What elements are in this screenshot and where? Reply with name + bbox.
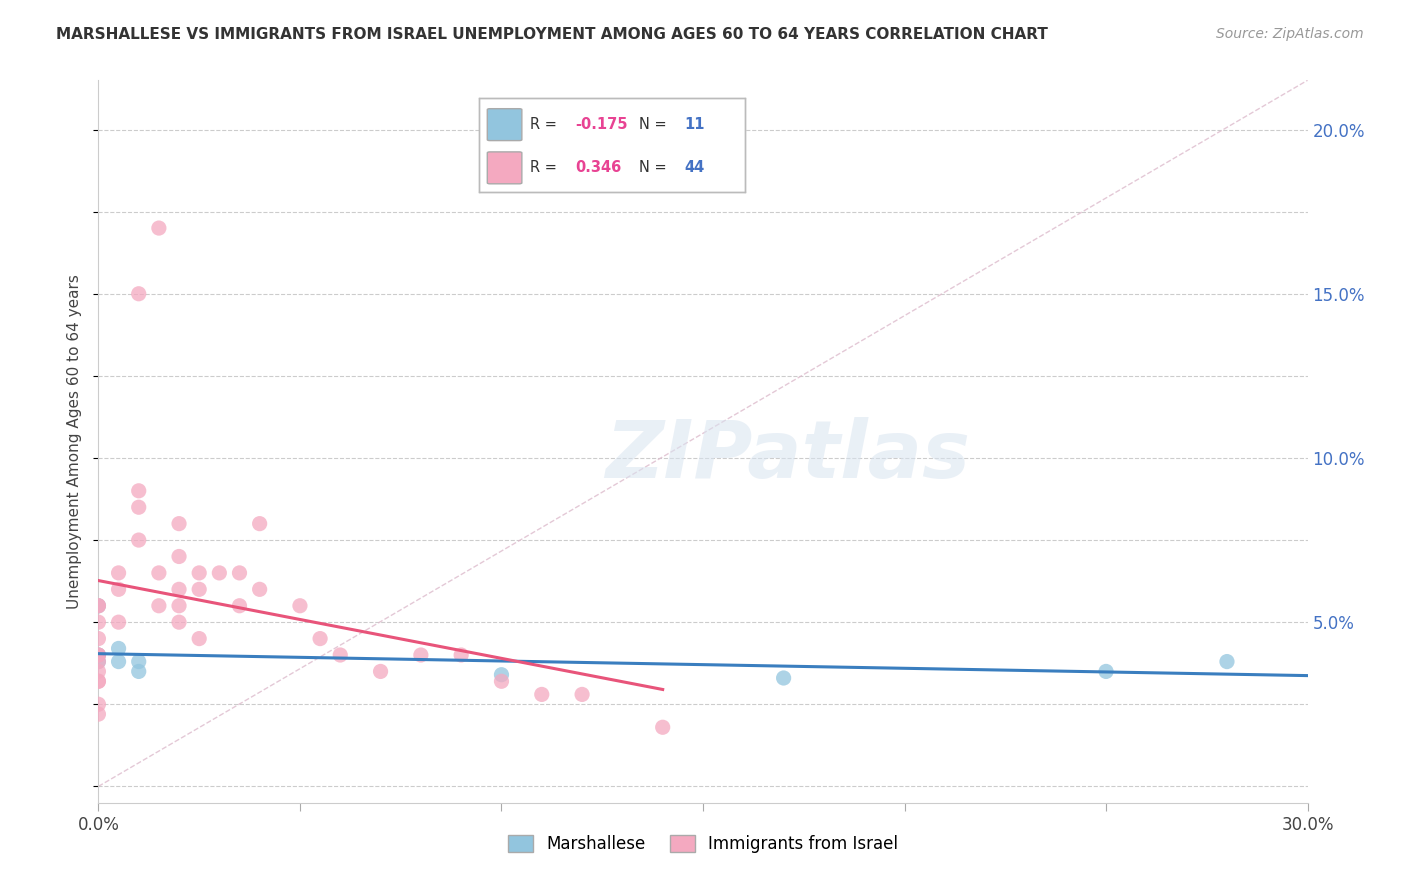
Point: [148, 599, 170, 613]
Point: [188, 632, 211, 646]
Point: [87, 698, 110, 712]
Point: [148, 566, 170, 580]
Point: [450, 648, 472, 662]
Point: [128, 286, 150, 301]
Point: [87, 599, 110, 613]
Point: [409, 648, 432, 662]
Point: [87, 648, 110, 662]
Point: [491, 667, 513, 681]
Text: Source: ZipAtlas.com: Source: ZipAtlas.com: [1216, 27, 1364, 41]
Point: [87, 655, 110, 669]
Point: [107, 655, 129, 669]
Point: [167, 615, 190, 630]
Text: MARSHALLESE VS IMMIGRANTS FROM ISRAEL UNEMPLOYMENT AMONG AGES 60 TO 64 YEARS COR: MARSHALLESE VS IMMIGRANTS FROM ISRAEL UN…: [56, 27, 1047, 42]
Legend: Marshallese, Immigrants from Israel: Marshallese, Immigrants from Israel: [501, 828, 905, 860]
Point: [87, 632, 110, 646]
Point: [530, 687, 553, 701]
Point: [167, 599, 190, 613]
Point: [249, 582, 271, 597]
Point: [491, 674, 513, 689]
Point: [107, 641, 129, 656]
Point: [188, 582, 211, 597]
Point: [107, 566, 129, 580]
Point: [309, 632, 332, 646]
Point: [128, 533, 150, 547]
Point: [128, 500, 150, 515]
Point: [87, 674, 110, 689]
Point: [167, 549, 190, 564]
Point: [329, 648, 352, 662]
Point: [107, 615, 129, 630]
Point: [370, 665, 392, 679]
Point: [148, 221, 170, 235]
Point: [228, 566, 250, 580]
Point: [87, 674, 110, 689]
Point: [1095, 665, 1118, 679]
Point: [87, 615, 110, 630]
Point: [87, 599, 110, 613]
Point: [249, 516, 271, 531]
Point: [772, 671, 794, 685]
Text: ZIPatlas: ZIPatlas: [605, 417, 970, 495]
Point: [167, 582, 190, 597]
Point: [228, 599, 250, 613]
Point: [87, 707, 110, 722]
Point: [87, 665, 110, 679]
Point: [128, 665, 150, 679]
Point: [1216, 655, 1239, 669]
Point: [87, 648, 110, 662]
Y-axis label: Unemployment Among Ages 60 to 64 years: Unemployment Among Ages 60 to 64 years: [67, 274, 83, 609]
Point: [107, 582, 129, 597]
Point: [208, 566, 231, 580]
Point: [167, 516, 190, 531]
Point: [571, 687, 593, 701]
Point: [651, 720, 673, 734]
Point: [87, 599, 110, 613]
Point: [128, 655, 150, 669]
Point: [288, 599, 311, 613]
Point: [128, 483, 150, 498]
Point: [87, 648, 110, 662]
Point: [87, 655, 110, 669]
Point: [188, 566, 211, 580]
